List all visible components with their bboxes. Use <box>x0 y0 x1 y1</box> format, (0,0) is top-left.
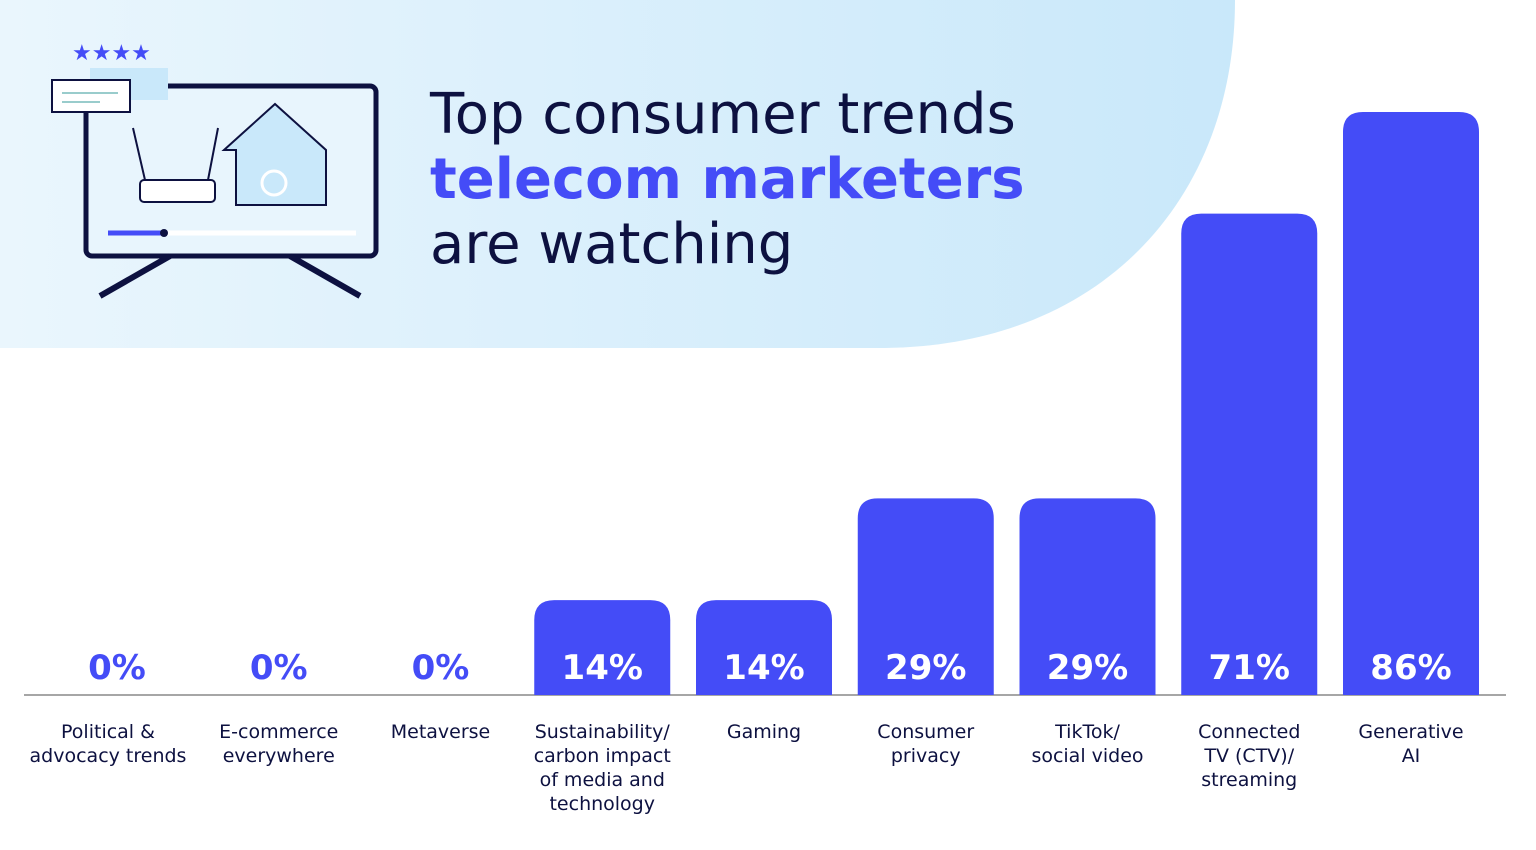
value-label: 14% <box>723 648 804 688</box>
title-line: telecom marketers <box>430 147 1025 212</box>
tv-illustration: ★★★★ <box>51 41 379 299</box>
x-tick-label: Generative AI <box>1358 721 1463 767</box>
x-tick-label: Connected TV (CTV)/streaming <box>1198 721 1300 791</box>
x-tick-label: Metaverse <box>391 721 491 743</box>
bar <box>1181 213 1318 696</box>
value-label: 0% <box>412 648 470 688</box>
bar <box>1019 498 1156 695</box>
title-line: are watching <box>430 212 793 277</box>
x-tick-label: TikTok/social video <box>1031 721 1143 767</box>
value-label: 29% <box>885 648 966 688</box>
value-label: 0% <box>88 648 146 688</box>
bar <box>1343 112 1479 695</box>
value-label: 0% <box>250 648 308 688</box>
x-tick-label: E-commerce everywhere <box>219 721 338 767</box>
svg-text:★★★★: ★★★★ <box>72 41 151 66</box>
x-tick-label: Political & advocacy trends <box>30 721 187 767</box>
x-tick-label: Sustainability/carbon impact of media and… <box>534 721 671 815</box>
bar <box>696 600 832 695</box>
title-line: Top consumer trends <box>429 82 1016 147</box>
value-label: 14% <box>562 648 643 688</box>
value-label: 86% <box>1370 648 1451 688</box>
value-label: 29% <box>1047 648 1128 688</box>
x-tick-label: Consumer privacy <box>877 721 974 767</box>
bar <box>534 600 671 695</box>
bar <box>857 498 994 695</box>
value-label: 71% <box>1209 648 1290 688</box>
x-tick-label: Gaming <box>727 721 801 743</box>
